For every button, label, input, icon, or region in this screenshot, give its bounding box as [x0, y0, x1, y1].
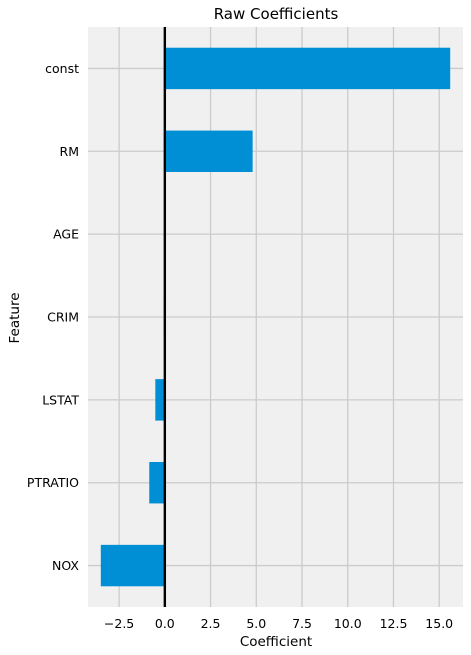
x-tick-labels: −2.5 0.0 2.5 5.0 7.5 10.0 12.5 15.0	[104, 616, 453, 631]
x-axis-label: Coefficient	[240, 634, 312, 650]
y-tick-label: RM	[60, 144, 79, 159]
x-tick-label: 7.5	[292, 616, 312, 631]
bar-ptratio	[149, 462, 165, 504]
bar-const	[164, 47, 451, 90]
y-tick-labels: const RM AGE CRIM LSTAT PTRATIO NOX	[27, 61, 80, 573]
x-tick-label: 2.5	[201, 616, 221, 631]
bar-rm	[164, 130, 253, 172]
x-tick-label: 10.0	[334, 616, 362, 631]
bar-lstat	[155, 379, 165, 421]
x-tick-label: 0.0	[155, 616, 175, 631]
y-tick-label: PTRATIO	[27, 475, 79, 490]
x-tick-label: 15.0	[425, 616, 453, 631]
bars	[100, 47, 451, 587]
y-axis-label: Feature	[7, 292, 23, 343]
y-tick-label: const	[45, 61, 79, 76]
y-tick-label: AGE	[53, 227, 79, 242]
chart-title: Raw Coefficients	[214, 5, 339, 23]
x-tick-label: −2.5	[104, 616, 134, 631]
x-tick-label: 5.0	[246, 616, 266, 631]
y-tick-label: LSTAT	[42, 392, 79, 407]
bar-nox	[100, 544, 165, 587]
y-tick-label: NOX	[52, 558, 79, 573]
y-tick-label: CRIM	[47, 310, 79, 325]
x-tick-label: 12.5	[380, 616, 408, 631]
